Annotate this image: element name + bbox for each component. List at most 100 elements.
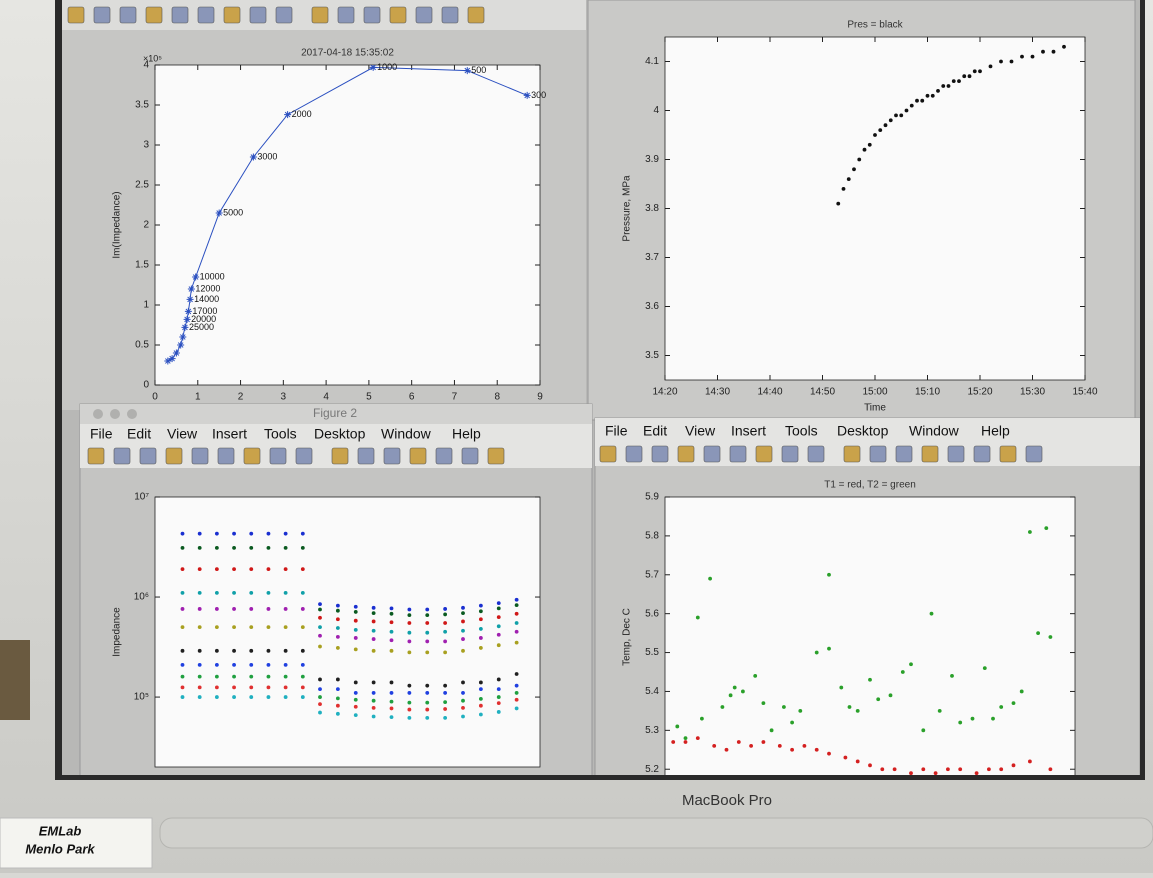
y-tick-label: 10⁶ [134,592,149,603]
toolbar-button[interactable] [276,7,292,23]
menu-item[interactable]: Desktop [837,423,889,439]
toolbar-button[interactable] [626,446,642,462]
point [461,699,465,703]
toolbar-button[interactable] [120,7,136,23]
toolbar-button[interactable] [442,7,458,23]
toolbar-button[interactable] [338,7,354,23]
toolbar-button[interactable] [652,446,668,462]
toolbar-button[interactable] [600,446,616,462]
toolbar-button[interactable] [140,448,156,464]
menu-item[interactable]: View [167,426,198,442]
toolbar-button[interactable] [94,7,110,23]
point [515,612,519,616]
point [198,567,202,571]
point [790,748,794,752]
toolbar-button[interactable] [704,446,720,462]
menu-item[interactable]: Edit [643,423,667,439]
point [920,99,924,103]
menu-item[interactable]: View [685,423,716,439]
point [910,104,914,108]
toolbar-button[interactable] [1000,446,1016,462]
toolbar-button[interactable] [198,7,214,23]
menu-item[interactable]: Window [381,426,432,442]
point [952,79,956,83]
point [712,744,716,748]
toolbar-button[interactable] [364,7,380,23]
point [181,675,185,679]
toolbar-button[interactable] [416,7,432,23]
point [1020,690,1024,694]
window-button[interactable] [110,409,120,419]
point [390,681,394,685]
point [852,167,856,171]
toolbar-button[interactable] [250,7,266,23]
toolbar-button[interactable] [436,448,452,464]
toolbar-button[interactable] [390,7,406,23]
toolbar-button[interactable] [244,448,260,464]
toolbar-button[interactable] [192,448,208,464]
window-button[interactable] [93,409,103,419]
point [737,740,741,744]
y-tick-label: 0 [143,380,149,391]
toolbar-button[interactable] [218,448,234,464]
toolbar-button[interactable] [844,446,860,462]
point [336,604,340,608]
toolbar-button[interactable] [468,7,484,23]
point [249,685,253,689]
toolbar-button[interactable] [678,446,694,462]
chart: 5.25.35.45.55.65.75.85.9T1 = red, T2 = g… [622,480,1075,777]
menu-item[interactable]: File [605,423,628,439]
menu-item[interactable]: Insert [212,426,247,442]
point [284,607,288,611]
point [425,691,429,695]
toolbar-button[interactable] [896,446,912,462]
marker [177,342,184,349]
menu-item[interactable]: File [90,426,113,442]
toolbar-button[interactable] [172,7,188,23]
toolbar-button[interactable] [756,446,772,462]
menu-item[interactable]: Help [981,423,1010,439]
point [354,691,358,695]
point [198,532,202,536]
toolbar-button[interactable] [296,448,312,464]
menu-item[interactable]: Tools [264,426,297,442]
point [938,709,942,713]
toolbar-button[interactable] [922,446,938,462]
toolbar-button[interactable] [384,448,400,464]
plot-area [665,497,1075,777]
y-tick-label: 5.9 [645,492,659,503]
menu-item[interactable]: Help [452,426,481,442]
toolbar-button[interactable] [166,448,182,464]
toolbar-button[interactable] [730,446,746,462]
toolbar-button[interactable] [488,448,504,464]
menu-item[interactable]: Window [909,423,960,439]
y-tick-label: 3.5 [645,350,659,361]
toolbar-button[interactable] [358,448,374,464]
toolbar-button[interactable] [114,448,130,464]
toolbar-button[interactable] [332,448,348,464]
toolbar-button[interactable] [782,446,798,462]
menu-item[interactable]: Desktop [314,426,366,442]
toolbar-button[interactable] [88,448,104,464]
toolbar-button[interactable] [948,446,964,462]
toolbar-button[interactable] [1026,446,1042,462]
toolbar-button[interactable] [808,446,824,462]
point [232,685,236,689]
point [827,647,831,651]
window-button[interactable] [127,409,137,419]
menu-item[interactable]: Insert [731,423,766,439]
toolbar-button[interactable] [870,446,886,462]
menu-item[interactable]: Edit [127,426,151,442]
toolbar-button[interactable] [974,446,990,462]
toolbar-button[interactable] [270,448,286,464]
toolbar-button[interactable] [410,448,426,464]
toolbar-button[interactable] [224,7,240,23]
toolbar-button[interactable] [312,7,328,23]
toolbar-button[interactable] [68,7,84,23]
point [749,744,753,748]
point [425,684,429,688]
menu-item[interactable]: Tools [785,423,818,439]
point [181,532,185,536]
toolbar-button[interactable] [462,448,478,464]
toolbar-button[interactable] [146,7,162,23]
